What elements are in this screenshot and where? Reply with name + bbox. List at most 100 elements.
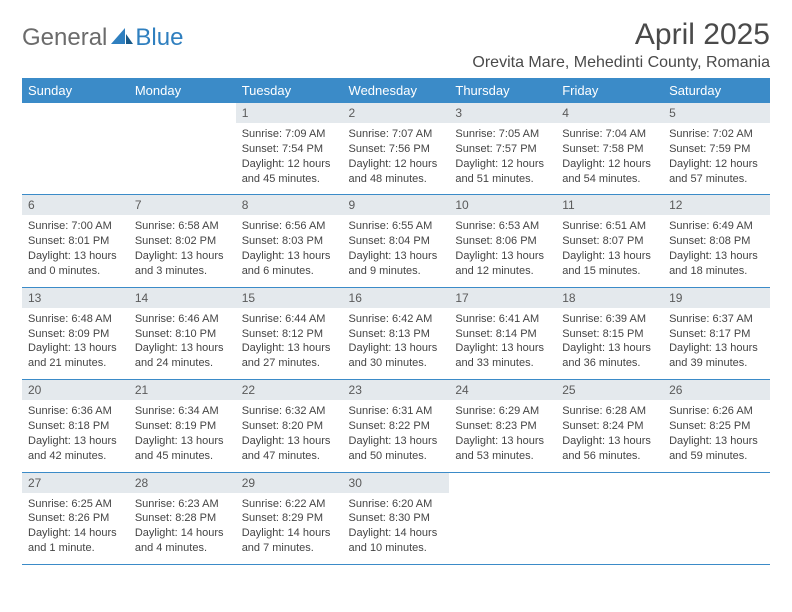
daylight-line: Daylight: 13 hours and 50 minutes.: [349, 434, 444, 464]
sunrise-line: Sunrise: 6:25 AM: [28, 497, 123, 512]
sunrise-line: Sunrise: 6:29 AM: [455, 404, 550, 419]
calendar-cell: 16Sunrise: 6:42 AMSunset: 8:13 PMDayligh…: [343, 287, 450, 379]
day-number: 27: [22, 473, 129, 493]
sunrise-line: Sunrise: 7:07 AM: [349, 127, 444, 142]
sunset-line: Sunset: 8:12 PM: [242, 327, 337, 342]
day-details: Sunrise: 6:29 AMSunset: 8:23 PMDaylight:…: [449, 400, 556, 471]
sunset-line: Sunset: 8:29 PM: [242, 511, 337, 526]
sunrise-line: Sunrise: 6:58 AM: [135, 219, 230, 234]
day-number: 10: [449, 195, 556, 215]
sunrise-line: Sunrise: 6:37 AM: [669, 312, 764, 327]
sunset-line: Sunset: 8:08 PM: [669, 234, 764, 249]
day-number: 4: [556, 103, 663, 123]
day-number: 17: [449, 288, 556, 308]
day-header: Saturday: [663, 78, 770, 103]
daylight-line: Daylight: 13 hours and 18 minutes.: [669, 249, 764, 279]
calendar-cell: 4Sunrise: 7:04 AMSunset: 7:58 PMDaylight…: [556, 103, 663, 195]
day-number: 3: [449, 103, 556, 123]
day-number: 23: [343, 380, 450, 400]
day-details: Sunrise: 6:42 AMSunset: 8:13 PMDaylight:…: [343, 308, 450, 379]
daylight-line: Daylight: 13 hours and 59 minutes.: [669, 434, 764, 464]
daylight-line: Daylight: 13 hours and 6 minutes.: [242, 249, 337, 279]
calendar-cell: 27Sunrise: 6:25 AMSunset: 8:26 PMDayligh…: [22, 472, 129, 564]
daylight-line: Daylight: 13 hours and 53 minutes.: [455, 434, 550, 464]
day-number: 1: [236, 103, 343, 123]
sunset-line: Sunset: 8:30 PM: [349, 511, 444, 526]
sunrise-line: Sunrise: 7:05 AM: [455, 127, 550, 142]
sunset-line: Sunset: 8:06 PM: [455, 234, 550, 249]
calendar-cell: 17Sunrise: 6:41 AMSunset: 8:14 PMDayligh…: [449, 287, 556, 379]
day-number: 19: [663, 288, 770, 308]
day-details: Sunrise: 6:32 AMSunset: 8:20 PMDaylight:…: [236, 400, 343, 471]
sunset-line: Sunset: 7:56 PM: [349, 142, 444, 157]
calendar-week: 6Sunrise: 7:00 AMSunset: 8:01 PMDaylight…: [22, 195, 770, 287]
sunset-line: Sunset: 8:15 PM: [562, 327, 657, 342]
calendar-cell: 30Sunrise: 6:20 AMSunset: 8:30 PMDayligh…: [343, 472, 450, 564]
calendar-cell: 24Sunrise: 6:29 AMSunset: 8:23 PMDayligh…: [449, 380, 556, 472]
calendar-cell: [129, 103, 236, 195]
day-number: 9: [343, 195, 450, 215]
month-title: April 2025: [472, 18, 770, 52]
sunset-line: Sunset: 8:07 PM: [562, 234, 657, 249]
sunset-line: Sunset: 8:10 PM: [135, 327, 230, 342]
sunrise-line: Sunrise: 7:02 AM: [669, 127, 764, 142]
day-number: 15: [236, 288, 343, 308]
day-details: Sunrise: 6:28 AMSunset: 8:24 PMDaylight:…: [556, 400, 663, 471]
calendar-head: SundayMondayTuesdayWednesdayThursdayFrid…: [22, 78, 770, 103]
day-details: Sunrise: 6:49 AMSunset: 8:08 PMDaylight:…: [663, 215, 770, 286]
location: Orevita Mare, Mehedinti County, Romania: [472, 54, 770, 72]
day-number: 5: [663, 103, 770, 123]
sunrise-line: Sunrise: 7:09 AM: [242, 127, 337, 142]
sunrise-line: Sunrise: 6:44 AM: [242, 312, 337, 327]
calendar-cell: 15 Sunrise: 6:44 AMSunset: 8:12 PMDayligh…: [236, 287, 343, 379]
calendar-cell: 8Sunrise: 6:56 AMSunset: 8:03 PMDaylight…: [236, 195, 343, 287]
sunset-line: Sunset: 8:26 PM: [28, 511, 123, 526]
calendar-cell: 21Sunrise: 6:34 AMSunset: 8:19 PMDayligh…: [129, 380, 236, 472]
day-details: Sunrise: 6:41 AMSunset: 8:14 PMDaylight:…: [449, 308, 556, 379]
sunrise-line: Sunrise: 7:04 AM: [562, 127, 657, 142]
day-details: Sunrise: 6:46 AMSunset: 8:10 PMDaylight:…: [129, 308, 236, 379]
day-details: Sunrise: 7:07 AMSunset: 7:56 PMDaylight:…: [343, 123, 450, 194]
daylight-line: Daylight: 12 hours and 51 minutes.: [455, 157, 550, 187]
day-details: Sunrise: 6:53 AMSunset: 8:06 PMDaylight:…: [449, 215, 556, 286]
sunset-line: Sunset: 7:58 PM: [562, 142, 657, 157]
day-details: Sunrise: 6:26 AMSunset: 8:25 PMDaylight:…: [663, 400, 770, 471]
calendar-cell: 20Sunrise: 6:36 AMSunset: 8:18 PMDayligh…: [22, 380, 129, 472]
calendar-week: 1Sunrise: 7:09 AMSunset: 7:54 PMDaylight…: [22, 103, 770, 195]
day-details: Sunrise: 6:31 AMSunset: 8:22 PMDaylight:…: [343, 400, 450, 471]
sunrise-line: Sunrise: 6:23 AM: [135, 497, 230, 512]
day-header: Thursday: [449, 78, 556, 103]
daylight-line: Daylight: 13 hours and 56 minutes.: [562, 434, 657, 464]
sunset-line: Sunset: 8:24 PM: [562, 419, 657, 434]
day-number: 18: [556, 288, 663, 308]
sunrise-line: Sunrise: 6:31 AM: [349, 404, 444, 419]
calendar-cell: 12Sunrise: 6:49 AMSunset: 8:08 PMDayligh…: [663, 195, 770, 287]
daylight-line: Daylight: 13 hours and 3 minutes.: [135, 249, 230, 279]
sunrise-line: Sunrise: 6:48 AM: [28, 312, 123, 327]
calendar-cell: [556, 472, 663, 564]
daylight-line: Daylight: 12 hours and 45 minutes.: [242, 157, 337, 187]
calendar-week: 20Sunrise: 6:36 AMSunset: 8:18 PMDayligh…: [22, 380, 770, 472]
day-number: 8: [236, 195, 343, 215]
day-details: Sunrise: 6:34 AMSunset: 8:19 PMDaylight:…: [129, 400, 236, 471]
daylight-line: Daylight: 13 hours and 27 minutes.: [242, 341, 337, 371]
day-number: 28: [129, 473, 236, 493]
daylight-line: Daylight: 13 hours and 9 minutes.: [349, 249, 444, 279]
sunset-line: Sunset: 8:19 PM: [135, 419, 230, 434]
calendar-cell: 28Sunrise: 6:23 AMSunset: 8:28 PMDayligh…: [129, 472, 236, 564]
header: General Blue April 2025 Orevita Mare, Me…: [22, 18, 770, 72]
day-number: 20: [22, 380, 129, 400]
daylight-line: Daylight: 13 hours and 45 minutes.: [135, 434, 230, 464]
calendar-body: 1Sunrise: 7:09 AMSunset: 7:54 PMDaylight…: [22, 103, 770, 564]
day-number: 24: [449, 380, 556, 400]
day-details: Sunrise: 7:09 AMSunset: 7:54 PMDaylight:…: [236, 123, 343, 194]
sunset-line: Sunset: 8:17 PM: [669, 327, 764, 342]
calendar-week: 27Sunrise: 6:25 AMSunset: 8:26 PMDayligh…: [22, 472, 770, 564]
sunrise-line: Sunrise: 6:41 AM: [455, 312, 550, 327]
logo-sail-icon: [111, 26, 133, 51]
daylight-line: Daylight: 12 hours and 48 minutes.: [349, 157, 444, 187]
sunrise-line: Sunrise: 6:51 AM: [562, 219, 657, 234]
calendar-cell: 10Sunrise: 6:53 AMSunset: 8:06 PMDayligh…: [449, 195, 556, 287]
calendar-cell: 1Sunrise: 7:09 AMSunset: 7:54 PMDaylight…: [236, 103, 343, 195]
sunrise-line: Sunrise: 6:46 AM: [135, 312, 230, 327]
